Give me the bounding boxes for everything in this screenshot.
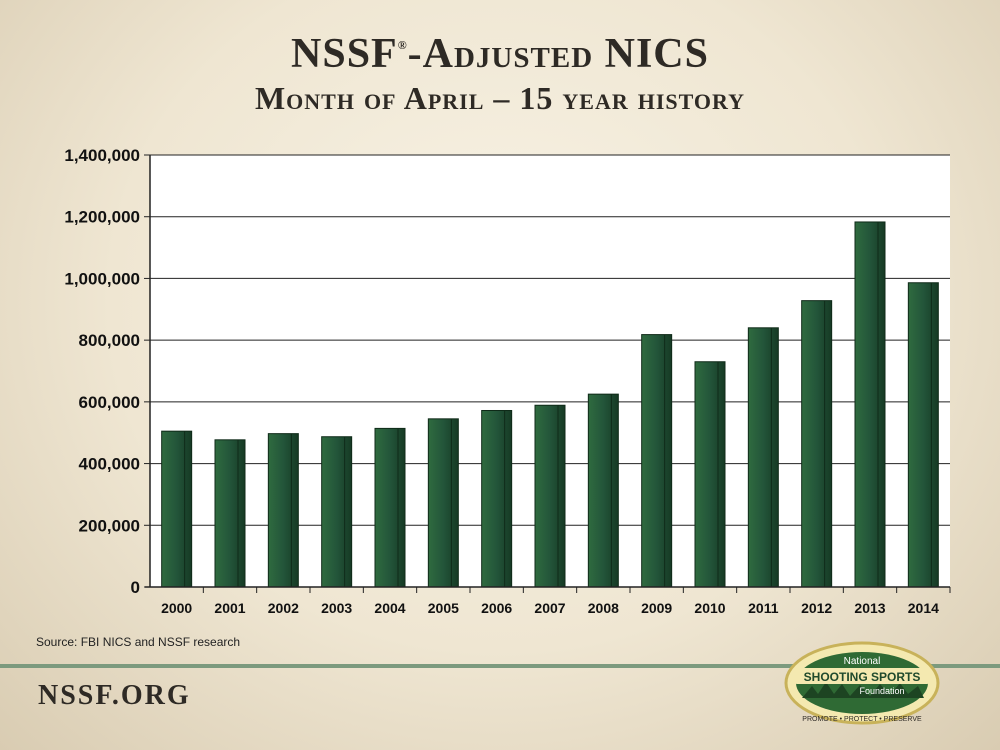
logo-word-foundation: Foundation [859,686,904,696]
x-tick-label: 2013 [854,600,885,616]
x-tick-label: 2001 [214,600,245,616]
bar-body [321,436,353,588]
bar-body [374,427,406,588]
y-tick-label: 200,000 [79,516,140,535]
bar-body [747,327,779,588]
bar [801,300,833,588]
x-tick-label: 2006 [481,600,512,616]
bar [427,418,459,588]
bar [374,427,406,588]
bar-body [427,418,459,588]
bar [534,404,566,588]
bar-body [267,433,299,588]
x-tick-label: 2002 [268,600,299,616]
x-tick-label: 2011 [748,600,779,616]
x-tick-label: 2012 [801,600,832,616]
y-axis-ticks: 0 200,000 400,000 600,000 800,000 1,000,000 1,… [64,146,150,597]
bar-chart: 0 200,000 400,000 600,000 800,000 1,000,000 1,… [64,146,951,616]
bar [747,327,779,588]
x-axis-ticks: 2000 2001 2002 2003 2004 2005 2006 2007 2008 2009… [161,587,951,616]
bar-body [214,439,246,588]
y-tick-label: 1,000,000 [64,269,140,288]
y-tick-label: 600,000 [79,393,140,412]
title-brand: NSSF [291,31,398,77]
bar [641,334,673,588]
y-tick-label: 800,000 [79,331,140,350]
source-note: Source: FBI NICS and NSSF research [36,635,241,649]
bar-body [641,334,673,588]
bar [214,439,246,588]
bar [694,361,726,588]
logo-word-main: SHOOTING SPORTS [804,670,921,684]
bar-body [587,393,619,588]
bar [267,433,299,588]
bar [321,436,353,588]
bar-body [694,361,726,588]
y-tick-label: 1,400,000 [64,146,140,165]
x-tick-label: 2014 [908,600,939,616]
bar-body [161,430,193,588]
x-tick-label: 2008 [588,600,619,616]
bar-body [907,282,939,588]
bar [907,282,939,588]
nssf-logo: National SHOOTING SPORTS Foundation PROM… [784,641,940,725]
title-rest: -Adjusted NICS [407,31,709,77]
x-tick-label: 2003 [321,600,352,616]
y-tick-label: 1,200,000 [64,208,140,227]
logo-tagline: PROMOTE • PROTECT • PRESERVE [802,716,922,723]
bar [587,393,619,588]
bar-body [481,409,513,588]
x-tick-label: 2000 [161,600,192,616]
x-tick-label: 2007 [534,600,565,616]
bar-body [854,221,886,588]
registered-mark: ® [397,38,408,52]
chart-title: NSSF®-Adjusted NICS [0,30,1000,78]
x-tick-label: 2004 [374,600,405,616]
bar-body [534,404,566,588]
x-tick-label: 2009 [641,600,672,616]
logo-word-national: National [844,656,881,667]
y-tick-label: 400,000 [79,455,140,474]
bar [481,409,513,588]
footer-rule [0,664,1000,668]
bar-body [801,300,833,588]
y-tick-label: 0 [131,578,140,597]
chart-subtitle: Month of April – 15 year history [254,80,746,116]
x-tick-label: 2010 [694,600,725,616]
site-url: NSSF.ORG [38,680,191,711]
bar [854,221,886,588]
bar [161,430,193,588]
bars [161,221,939,588]
x-tick-label: 2005 [428,600,459,616]
